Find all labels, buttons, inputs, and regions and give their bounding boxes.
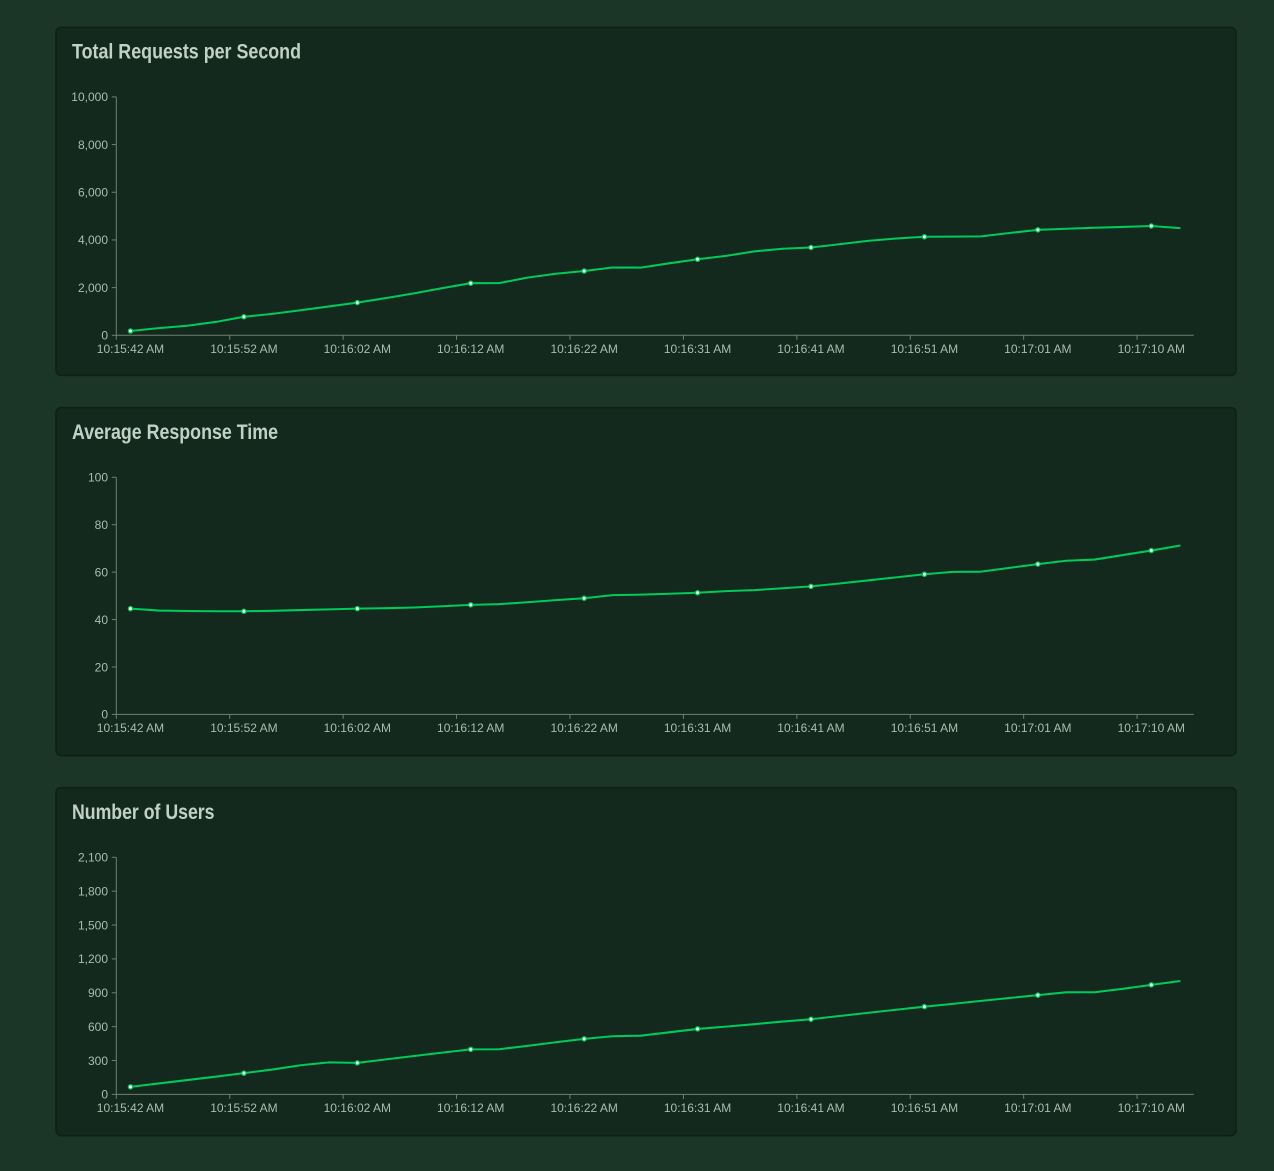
svg-text:10:17:01 AM: 10:17:01 AM bbox=[1004, 342, 1071, 356]
svg-text:0: 0 bbox=[101, 329, 108, 343]
svg-text:Total Requests per Second: Total Requests per Second bbox=[72, 40, 301, 64]
svg-text:100: 100 bbox=[88, 471, 108, 485]
svg-text:10:16:12 AM: 10:16:12 AM bbox=[437, 342, 504, 356]
svg-text:6,000: 6,000 bbox=[78, 186, 108, 200]
svg-text:10:15:52 AM: 10:15:52 AM bbox=[210, 721, 277, 735]
svg-text:0: 0 bbox=[101, 708, 108, 722]
svg-text:10:16:31 AM: 10:16:31 AM bbox=[664, 1101, 731, 1115]
svg-text:10:15:42 AM: 10:15:42 AM bbox=[97, 342, 164, 356]
svg-text:4,000: 4,000 bbox=[78, 233, 108, 247]
svg-text:10:16:41 AM: 10:16:41 AM bbox=[777, 342, 844, 356]
svg-text:10:16:02 AM: 10:16:02 AM bbox=[324, 1101, 391, 1115]
svg-text:10:16:31 AM: 10:16:31 AM bbox=[664, 342, 731, 356]
svg-text:Average Response Time: Average Response Time bbox=[72, 420, 278, 444]
svg-text:10:17:01 AM: 10:17:01 AM bbox=[1004, 1101, 1071, 1115]
svg-text:10:16:41 AM: 10:16:41 AM bbox=[777, 1101, 844, 1115]
svg-text:10:15:42 AM: 10:15:42 AM bbox=[97, 1101, 164, 1115]
svg-text:8,000: 8,000 bbox=[78, 138, 108, 152]
svg-text:10:16:41 AM: 10:16:41 AM bbox=[777, 721, 844, 735]
svg-text:10:16:22 AM: 10:16:22 AM bbox=[550, 342, 617, 356]
svg-text:20: 20 bbox=[95, 660, 109, 674]
svg-text:80: 80 bbox=[95, 518, 109, 532]
svg-text:10:15:52 AM: 10:15:52 AM bbox=[210, 342, 277, 356]
svg-text:10:17:10 AM: 10:17:10 AM bbox=[1118, 721, 1185, 735]
svg-text:10:17:01 AM: 10:17:01 AM bbox=[1004, 721, 1071, 735]
svg-text:Number of Users: Number of Users bbox=[72, 800, 215, 824]
svg-text:40: 40 bbox=[95, 613, 109, 627]
svg-text:10:16:31 AM: 10:16:31 AM bbox=[664, 721, 731, 735]
svg-text:10:16:22 AM: 10:16:22 AM bbox=[550, 1101, 617, 1115]
svg-text:2,100: 2,100 bbox=[78, 851, 108, 865]
svg-text:10:16:51 AM: 10:16:51 AM bbox=[891, 342, 958, 356]
svg-text:1,200: 1,200 bbox=[78, 952, 108, 966]
svg-text:10:16:02 AM: 10:16:02 AM bbox=[324, 721, 391, 735]
svg-text:1,800: 1,800 bbox=[78, 884, 108, 898]
svg-text:10:16:51 AM: 10:16:51 AM bbox=[891, 721, 958, 735]
svg-text:300: 300 bbox=[88, 1054, 108, 1068]
svg-text:900: 900 bbox=[88, 986, 108, 1000]
svg-text:10:15:52 AM: 10:15:52 AM bbox=[210, 1101, 277, 1115]
svg-text:10:16:12 AM: 10:16:12 AM bbox=[437, 1101, 504, 1115]
svg-text:2,000: 2,000 bbox=[78, 281, 108, 295]
svg-text:10:15:42 AM: 10:15:42 AM bbox=[97, 721, 164, 735]
svg-text:600: 600 bbox=[88, 1020, 108, 1034]
svg-text:10:17:10 AM: 10:17:10 AM bbox=[1118, 342, 1185, 356]
svg-text:10:16:22 AM: 10:16:22 AM bbox=[550, 721, 617, 735]
svg-text:60: 60 bbox=[95, 565, 109, 579]
svg-text:10:16:02 AM: 10:16:02 AM bbox=[324, 342, 391, 356]
svg-text:10:16:51 AM: 10:16:51 AM bbox=[891, 1101, 958, 1115]
svg-text:10,000: 10,000 bbox=[71, 90, 108, 104]
svg-text:0: 0 bbox=[101, 1088, 108, 1102]
svg-text:10:16:12 AM: 10:16:12 AM bbox=[437, 721, 504, 735]
svg-text:10:17:10 AM: 10:17:10 AM bbox=[1118, 1101, 1185, 1115]
svg-text:1,500: 1,500 bbox=[78, 918, 108, 932]
